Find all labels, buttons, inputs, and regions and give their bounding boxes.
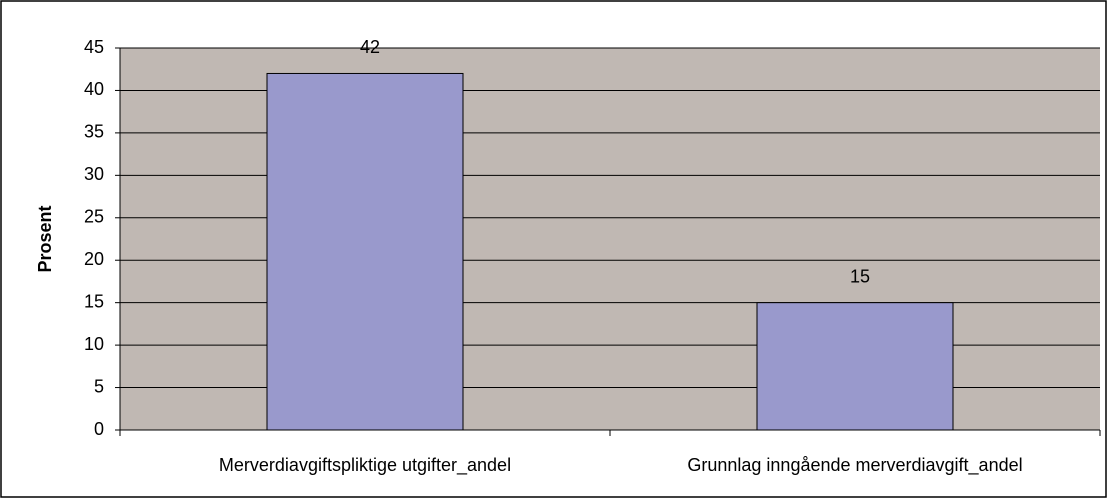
y-tick-label: 25: [84, 207, 104, 227]
y-tick-label: 35: [84, 122, 104, 142]
y-tick-label: 5: [94, 376, 104, 396]
y-tick-label: 30: [84, 164, 104, 184]
y-tick-label: 15: [84, 291, 104, 311]
bar: [266, 72, 464, 431]
y-tick-label: 45: [84, 37, 104, 57]
y-tick-label: 20: [84, 249, 104, 269]
y-tick-label: 40: [84, 79, 104, 99]
data-label: 15: [850, 266, 870, 286]
y-axis-label: Prosent: [35, 205, 55, 272]
x-tick-label: Merverdiavgiftspliktige utgifter_andel: [219, 455, 511, 476]
data-label: 42: [360, 37, 380, 57]
x-tick-label: Grunnlag inngående merverdiavgift_andel: [687, 455, 1022, 476]
y-tick-label: 10: [84, 334, 104, 354]
y-tick-label: 0: [94, 419, 104, 439]
bar: [756, 302, 954, 431]
